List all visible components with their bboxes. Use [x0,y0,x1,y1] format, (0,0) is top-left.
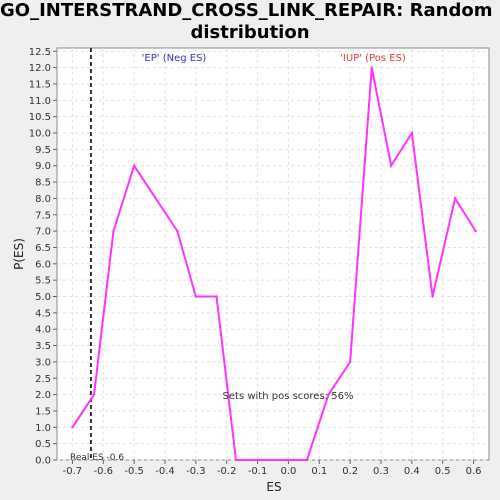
series-points [71,66,477,462]
x-tick-label: -0.4 [155,466,175,477]
data-point [112,229,115,233]
y-axis-ticks: 0.0 0.5 1.0 1.5 2.0 2.5 3.0 3.5 4.0 4.5 5.0 5.5 6.0 6… [29,47,57,467]
series-line [71,67,477,461]
y-tick-label: 12.5 [29,47,51,58]
y-tick-label: 8.5 [35,178,51,189]
x-tick-label: -0.2 [217,466,237,477]
sets-pos-scores-text: Sets with pos scores: 56% [223,391,354,402]
y-tick-label: 3.0 [35,357,51,368]
y-tick-label: 4.5 [35,308,51,319]
x-tick-label: 0.6 [466,466,482,477]
data-point [348,360,352,364]
chart-title: GO_INTERSTRAND_CROSS_LINK_REPAIR: Random… [0,0,500,44]
y-tick-label: 3.5 [35,341,51,352]
data-point [234,458,238,462]
y-tick-label: 9.5 [35,145,51,156]
y-tick-label: 9.0 [35,161,51,172]
real-es-text: Real ES -0.6 [70,453,124,463]
chart-title-line-1: GO_INTERSTRAND_CROSS_LINK_REPAIR: Random… [0,0,500,21]
x-tick-label: 0.0 [280,466,296,477]
y-tick-label: 0.5 [35,439,51,450]
data-point [370,66,373,69]
y-tick-label: 4.0 [35,325,51,336]
x-tick-label: -0.3 [186,466,206,477]
y-tick-label: 11.5 [29,79,51,90]
x-tick-label: 0.1 [311,466,327,477]
x-tick-label: -0.7 [63,466,83,477]
y-tick-label: 2.5 [35,374,51,385]
x-axis-label: ES [266,480,281,494]
y-tick-label: 12.0 [29,63,51,74]
data-point [305,458,309,462]
x-tick-label: 0.5 [435,466,451,477]
data-point [327,393,330,396]
data-point [176,229,179,233]
x-tick-label: -0.5 [124,466,144,477]
data-point [474,229,477,233]
x-tick-label: 0.2 [342,466,358,477]
y-tick-label: 7.5 [35,210,51,221]
x-tick-label: -0.6 [94,466,114,477]
grid-lines [57,48,489,461]
y-tick-label: 6.5 [35,243,51,254]
data-point [215,295,218,298]
data-point [431,295,434,298]
y-axis-label: P(ES) [12,238,26,270]
data-point [389,164,393,167]
pos-es-label: 'IUP' (Pos ES) [340,53,406,64]
y-tick-label: 1.0 [35,423,51,434]
data-point [453,197,457,200]
y-tick-label: 10.5 [29,112,51,123]
data-point [256,458,259,462]
chart-title-line-2: distribution [190,22,310,43]
x-tick-label: -0.1 [248,466,268,477]
data-point [194,295,198,298]
y-tick-label: 10.0 [29,129,51,140]
y-tick-label: 11.0 [29,96,51,107]
y-tick-label: 7.0 [35,227,51,238]
y-tick-label: 0.0 [35,456,51,467]
y-tick-label: 1.5 [35,406,51,417]
neg-es-label: 'EP' (Neg ES) [142,53,207,64]
x-axis-ticks: -0.7 -0.6 -0.5 -0.4 -0.3 -0.2 -0.1 0.0 0.1 0.2 0.3… [63,460,482,477]
data-point [71,426,74,429]
data-point [132,164,136,167]
y-tick-label: 8.0 [35,194,51,205]
y-tick-label: 2.0 [35,390,51,401]
y-tick-label: 5.5 [35,276,51,287]
y-tick-label: 5.0 [35,292,51,303]
y-tick-label: 6.0 [35,259,51,270]
x-tick-label: 0.4 [404,466,420,477]
data-point [154,197,157,200]
data-point [92,393,96,396]
data-point [287,458,290,462]
x-tick-label: 0.3 [373,466,389,477]
data-point [410,131,414,135]
